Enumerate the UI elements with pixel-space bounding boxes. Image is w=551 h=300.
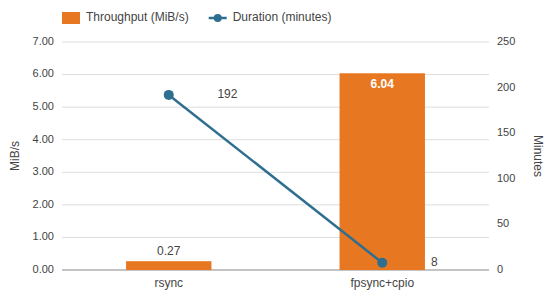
y-tick-label: 7.00 (33, 35, 54, 47)
y2-tick-label: 50 (497, 217, 509, 229)
line-marker (377, 258, 387, 268)
y-tick-label: 4.00 (33, 133, 54, 145)
y2-tick-label: 0 (497, 263, 503, 275)
legend-label: Duration (minutes) (233, 10, 332, 24)
data-labels: 0.27 6.04 192 8 (157, 77, 438, 269)
bar-label: 0.27 (157, 244, 181, 258)
y-tick-label: 6.00 (33, 67, 54, 79)
legend-label: Throughput (MiB/s) (86, 10, 189, 24)
y-axis-title: MiB/s (8, 141, 22, 171)
line (169, 95, 383, 263)
line-marker (164, 90, 174, 100)
legend-swatch (62, 12, 80, 24)
x-tick-label: fpsync+cpio (350, 276, 414, 290)
y-tick-label: 3.00 (33, 165, 54, 177)
y-tick-label: 1.00 (33, 230, 54, 242)
grid-line (62, 204, 489, 205)
grid-line (62, 237, 489, 238)
grid-line (62, 139, 489, 140)
y-tick-label: 5.00 (33, 100, 54, 112)
y2-tick-label: 100 (497, 172, 515, 184)
bar-label: 6.04 (371, 77, 395, 91)
y2-axis-title: Minutes (531, 135, 545, 177)
y2-tick-label: 200 (497, 81, 515, 93)
grid-line (62, 74, 489, 75)
y-tick-label: 2.00 (33, 198, 54, 210)
plot-area (126, 73, 425, 270)
legend: Throughput (MiB/s) Duration (minutes) (62, 10, 331, 24)
grid-line (62, 107, 489, 108)
x-tick-label: rsync (154, 276, 183, 290)
y2-tick-label: 150 (497, 126, 515, 138)
line-label: 8 (431, 255, 438, 269)
legend-marker (214, 14, 222, 22)
grid-line (62, 172, 489, 173)
y2-tick-label: 250 (497, 35, 515, 47)
bar (126, 261, 211, 270)
y-tick-label: 0.00 (33, 263, 54, 275)
grid-line (62, 42, 489, 43)
line-label: 192 (217, 87, 237, 101)
chart: 0.00 1.00 2.00 3.00 4.00 5.00 6.00 7.00 0 50 100 15… (0, 0, 551, 300)
